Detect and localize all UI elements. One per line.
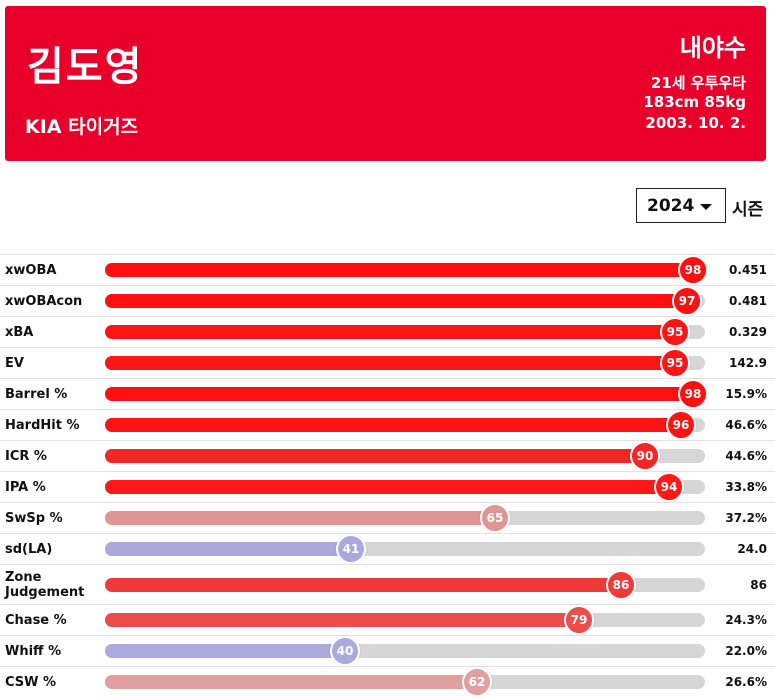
percentile-bar (105, 577, 621, 592)
percentile-badge: 86 (606, 569, 636, 600)
metric-row: sd(LA) 41 24.0 (0, 533, 775, 564)
percentile-badge: 95 (660, 348, 690, 378)
percentile-bar (105, 294, 687, 308)
metric-row: EV 95 142.9 (0, 347, 775, 378)
percentile-badge: 94 (654, 472, 684, 502)
metric-value: 0.451 (729, 263, 767, 277)
percentile-track: 95 (105, 317, 705, 347)
percentile-badge: 98 (678, 379, 708, 409)
metric-value: 86 (750, 577, 767, 592)
team-name: KIA 타이거즈 (25, 116, 139, 138)
season-select[interactable]: 2024 (636, 188, 726, 223)
percentile-bar (105, 418, 681, 432)
metric-label: Zone Judgement (5, 569, 85, 600)
metric-row: HardHit % 96 46.6% (0, 409, 775, 440)
percentile-bar (105, 356, 675, 370)
metric-row: xBA 95 0.329 (0, 316, 775, 347)
metric-value: 0.481 (729, 294, 767, 308)
player-birthdate: 2003. 10. 2. (645, 114, 746, 132)
metric-label: sd(LA) (5, 541, 53, 557)
percentile-track: 98 (105, 379, 708, 409)
percentile-track: 79 (105, 605, 705, 635)
metric-label: Chase % (5, 612, 67, 628)
metric-value: 24.0 (737, 542, 767, 556)
percentile-badge: 79 (564, 605, 594, 635)
percentile-badge: 62 (462, 667, 492, 697)
season-select-value: 2024 (647, 195, 695, 216)
metric-row: CSW % 62 26.6% (0, 666, 775, 697)
metric-value: 26.6% (725, 675, 767, 689)
percentile-track: 41 (105, 534, 705, 564)
percentile-track: 94 (105, 472, 705, 502)
metric-label: xBA (5, 324, 34, 340)
percentile-bar (105, 511, 495, 525)
percentile-track: 62 (105, 667, 705, 697)
metric-label: HardHit % (5, 417, 80, 433)
caret-down-icon (700, 204, 712, 210)
percentile-badge: 98 (678, 255, 708, 285)
metric-row: Barrel % 98 15.9% (0, 378, 775, 409)
metric-label: xwOBA (5, 262, 57, 278)
percentile-bar (105, 449, 645, 463)
metric-value: 37.2% (725, 511, 767, 525)
player-position: 내야수 (679, 34, 746, 62)
percentile-badge: 90 (630, 441, 660, 471)
metric-row: Whiff % 40 22.0% (0, 635, 775, 666)
player-header: 김도영 KIA 타이거즈 내야수 21세 우투우타 183cm 85kg 200… (5, 6, 766, 161)
metric-value: 0.329 (729, 325, 767, 339)
percentile-track: 96 (105, 410, 705, 440)
metric-row: SwSp % 65 37.2% (0, 502, 775, 533)
metric-label: Whiff % (5, 643, 62, 659)
metric-row: ICR % 90 44.6% (0, 440, 775, 471)
percentile-badge: 95 (660, 317, 690, 347)
metric-label: xwOBAcon (5, 293, 83, 309)
metric-row: Chase % 79 24.3% (0, 604, 775, 635)
percentile-bar (105, 644, 345, 658)
percentile-bar (105, 675, 477, 689)
season-label: 시즌 (732, 200, 764, 220)
percentile-bar (105, 480, 669, 494)
metric-label: SwSp % (5, 510, 63, 526)
percentile-badge: 65 (480, 503, 510, 533)
metric-label: Barrel % (5, 386, 68, 402)
metric-value: 15.9% (725, 387, 767, 401)
player-body: 183cm 85kg (643, 93, 746, 111)
percentile-bar (105, 325, 675, 339)
metric-label: CSW % (5, 674, 57, 690)
metric-value: 33.8% (725, 480, 767, 494)
metric-row: Zone Judgement 86 86 (0, 564, 775, 604)
percentile-track: 86 (105, 569, 705, 600)
metric-label: ICR % (5, 448, 47, 464)
percentile-track: 97 (105, 286, 705, 316)
percentile-badge: 96 (666, 410, 696, 440)
percentile-badge: 41 (336, 534, 366, 564)
metric-label: IPA % (5, 479, 46, 495)
percentile-badge: 97 (672, 286, 702, 316)
percentile-track: 90 (105, 441, 705, 471)
metric-value: 22.0% (725, 644, 767, 658)
percentile-track: 40 (105, 636, 705, 666)
player-age-hand: 21세 우투우타 (650, 74, 746, 92)
metric-row: xwOBA 98 0.451 (0, 254, 775, 285)
metric-list: xwOBA 98 0.451 xwOBAcon 97 0.481 xBA 95 0.329 EV 9… (0, 254, 775, 697)
metric-label: EV (5, 355, 24, 371)
player-name: 김도영 (27, 44, 144, 90)
metric-row: IPA % 94 33.8% (0, 471, 775, 502)
metric-value: 46.6% (725, 418, 767, 432)
metric-row: xwOBAcon 97 0.481 (0, 285, 775, 316)
metric-value: 44.6% (725, 449, 767, 463)
percentile-bar (105, 387, 693, 401)
percentile-bar (105, 263, 693, 277)
percentile-bar (105, 542, 351, 556)
percentile-bar (105, 613, 579, 627)
metric-value: 142.9 (729, 356, 767, 370)
percentile-badge: 40 (330, 636, 360, 666)
metric-value: 24.3% (725, 613, 767, 627)
percentile-track: 95 (105, 348, 705, 378)
percentile-track: 65 (105, 503, 705, 533)
percentile-track: 98 (105, 255, 708, 285)
